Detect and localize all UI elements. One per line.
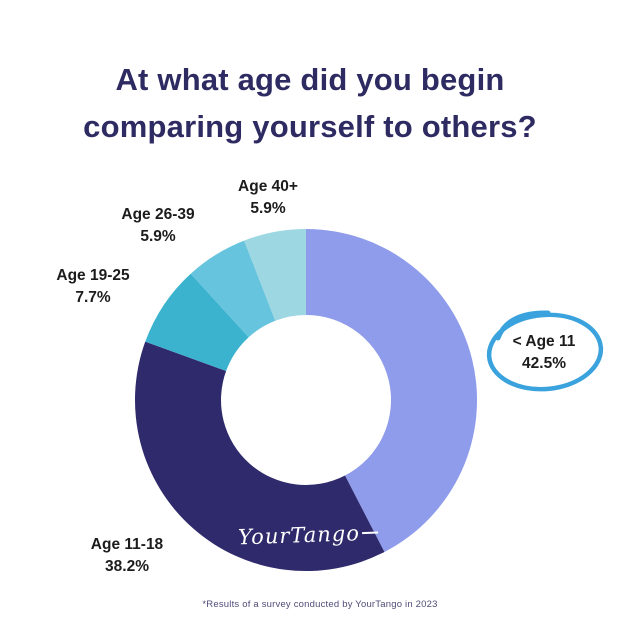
segment-label-under-age-11: < Age 11 42.5% [513,331,576,375]
segment-label-age-40-plus: Age 40+ 5.9% [238,176,298,220]
segment-percent: 5.9% [140,228,176,245]
donut-segment-40-plus [244,229,306,321]
donut-segment-19-25 [145,273,249,372]
donut-segment-26-39 [190,240,276,338]
segment-label-age-19-25: Age 19-25 7.7% [56,265,129,309]
segment-label-age-11-18: Age 11-18 38.2% [91,534,163,578]
segment-percent: 42.5% [522,355,566,372]
segment-label-text: Age 19-25 [56,267,130,284]
segment-label-age-26-39: Age 26-39 5.9% [121,204,194,248]
segment-label-text: Age 40+ [238,178,298,195]
donut-segments [134,228,478,572]
segment-label-text: < Age 11 [512,333,576,350]
donut-segment-under-11 [306,228,478,552]
segment-percent: 5.9% [250,200,286,217]
chart-title-line2: comparing yourself to others? [83,109,537,144]
yourtango-logo: YourTango [238,521,379,549]
segment-percent: 7.7% [75,289,111,306]
segment-label-text: Age 26-39 [121,206,195,223]
chart-title-line1: At what age did you begin [115,62,505,97]
source-footnote: *Results of a survey conducted by YourTa… [202,599,438,610]
chart-title: At what age did you begin comparing your… [50,56,570,150]
annotation-swoosh [495,310,551,341]
segment-percent: 38.2% [105,558,149,575]
segment-label-text: Age 11-18 [90,536,164,553]
donut-segment-11-18 [134,341,385,572]
hand-drawn-circle-annotation [486,310,604,392]
